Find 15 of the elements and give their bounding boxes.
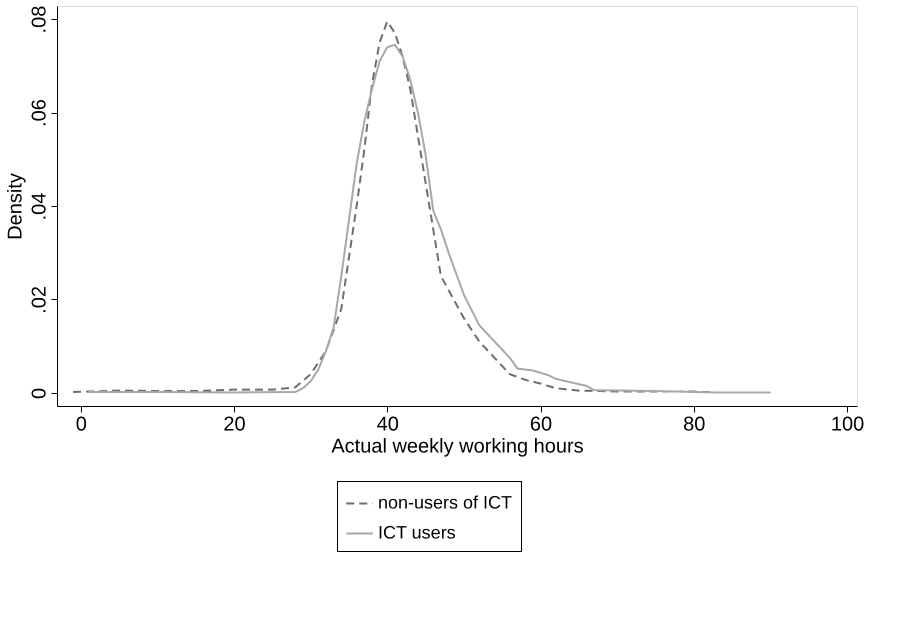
x-tick-label: 40 (376, 414, 399, 436)
legend-label: non-users of ICT (378, 492, 512, 512)
x-tick-label: 100 (830, 414, 864, 436)
x-axis-title: Actual weekly working hours (331, 436, 584, 458)
legend-label: ICT users (378, 522, 456, 542)
x-tick-label: 20 (223, 414, 246, 436)
y-axis-title: Density (4, 173, 26, 240)
x-tick-label: 0 (76, 414, 87, 436)
x-tick-label: 60 (530, 414, 552, 436)
y-tick-label: .08 (28, 6, 50, 34)
x-tick-label: 80 (683, 414, 706, 436)
y-tick-label: .04 (28, 192, 50, 220)
y-tick-label: .06 (28, 99, 50, 127)
y-tick-label: .02 (28, 286, 50, 314)
y-tick-label: 0 (28, 388, 50, 399)
